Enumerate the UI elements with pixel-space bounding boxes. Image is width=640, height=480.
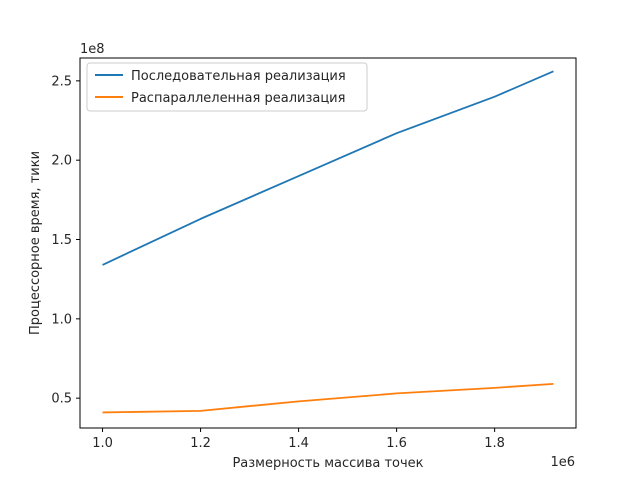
plot-area-frame: [79, 57, 577, 429]
series-line-sequential: [102, 70, 554, 266]
y-tick-label: 0.5: [51, 392, 72, 407]
x-axis-label: Размерность массива точек: [232, 456, 423, 471]
ticks-layer: 1.0 1.2 1.4 1.6 1.8 0.5 1.0 1.5 2.0 2.5: [51, 74, 505, 451]
legend-label-parallel: Распараллеленная реализация: [131, 91, 345, 106]
series-line-parallel: [102, 382, 554, 414]
legend-box: [86, 62, 368, 112]
y-axis-label: Процессорное время, тики: [28, 151, 43, 335]
x-tick-label: 1.6: [386, 436, 407, 451]
x-tick-label: 1.8: [484, 436, 505, 451]
y-tick-label: 1.5: [51, 233, 72, 248]
legend: Последовательная реализация Распараллеле…: [86, 62, 368, 112]
y-offset-label: 1e8: [80, 42, 105, 57]
series-layer: [102, 70, 554, 414]
legend-label-sequential: Последовательная реализация: [131, 69, 346, 84]
y-tick-label: 2.0: [51, 154, 72, 169]
x-offset-label: 1e6: [550, 455, 575, 470]
y-tick-label: 2.5: [51, 74, 72, 89]
x-tick-label: 1.0: [92, 436, 113, 451]
x-tick-label: 1.4: [288, 436, 309, 451]
y-tick-label: 1.0: [51, 312, 72, 327]
x-tick-label: 1.2: [190, 436, 211, 451]
